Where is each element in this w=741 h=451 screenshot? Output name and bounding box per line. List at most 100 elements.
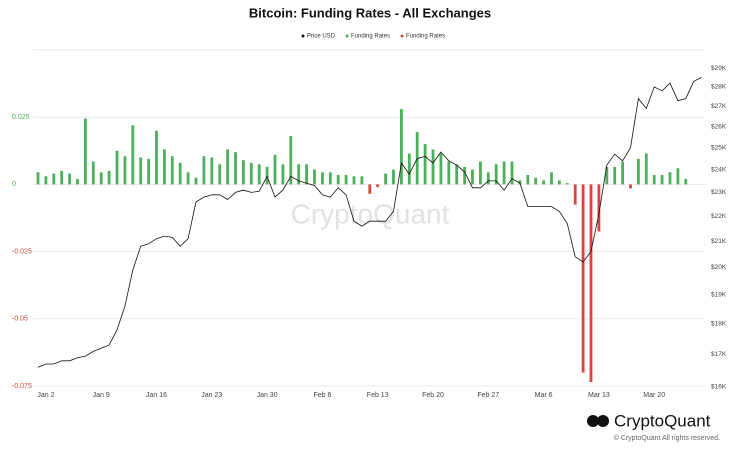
bar xyxy=(131,125,135,185)
bar xyxy=(218,164,222,185)
bar xyxy=(297,164,301,185)
x-tick-label: Mar 6 xyxy=(535,392,553,399)
bar xyxy=(313,169,316,185)
bar xyxy=(305,164,308,185)
bar xyxy=(210,157,214,185)
y2-tick-label: $29K xyxy=(711,65,727,72)
x-tick-label: Feb 13 xyxy=(367,392,389,399)
x-tick-label: Mar 13 xyxy=(588,392,610,399)
bar xyxy=(368,184,372,194)
copyright: © CryptoQuant All rights reserved. xyxy=(614,434,720,442)
bar xyxy=(518,180,522,185)
bar xyxy=(60,170,64,185)
bar xyxy=(447,161,451,185)
x-tick-label: Jan 9 xyxy=(93,392,110,399)
y2-tick-label: $26K xyxy=(711,123,727,130)
bar xyxy=(621,161,624,185)
bar xyxy=(147,158,150,185)
bar xyxy=(202,156,206,185)
bar xyxy=(194,177,198,185)
bar xyxy=(336,174,340,185)
bar xyxy=(644,153,648,185)
bar xyxy=(455,164,459,185)
legend-label: Funding Rates xyxy=(406,34,445,40)
y2-tick-label: $20K xyxy=(711,264,727,271)
bar xyxy=(550,172,553,185)
bar xyxy=(660,174,664,185)
bar xyxy=(344,174,348,185)
bar xyxy=(44,176,48,185)
y-tick-label: -0.075 xyxy=(12,383,32,390)
y2-tick-label: $21K xyxy=(711,238,727,245)
bar xyxy=(321,172,324,185)
bar xyxy=(605,166,609,185)
y-tick-label: -0.025 xyxy=(12,248,32,255)
bar xyxy=(328,172,332,185)
bar xyxy=(486,172,490,185)
bar xyxy=(534,177,538,185)
bar xyxy=(226,149,229,185)
bar xyxy=(376,184,380,188)
bar xyxy=(629,184,632,189)
bar xyxy=(289,136,293,185)
brand-logo xyxy=(587,415,609,427)
y2-tick-label: $23K xyxy=(711,189,727,196)
bar xyxy=(52,173,56,185)
y2-tick-label: $24K xyxy=(711,166,727,173)
legend-swatch xyxy=(345,34,349,38)
bar xyxy=(36,172,40,185)
bar xyxy=(178,162,182,185)
bar xyxy=(123,156,127,185)
x-tick-label: Feb 6 xyxy=(313,392,331,399)
bar xyxy=(163,149,166,185)
bar xyxy=(360,176,364,185)
bar xyxy=(479,161,482,185)
bar xyxy=(384,173,387,185)
chart-title: Bitcoin: Funding Rates - All Exchanges xyxy=(249,5,491,20)
bar xyxy=(76,179,79,185)
watermark: CryptoQuant xyxy=(291,198,450,229)
legend-swatch xyxy=(301,34,305,38)
legend-swatch xyxy=(400,34,404,38)
y-tick-label: 0 xyxy=(12,181,16,188)
bar xyxy=(431,149,435,185)
brand-name: CryptoQuant xyxy=(614,411,711,430)
bar xyxy=(281,164,285,185)
legend-label: Price USD xyxy=(307,34,336,40)
bar xyxy=(676,168,680,185)
bar xyxy=(139,157,143,185)
bar xyxy=(170,156,174,185)
bar xyxy=(107,170,111,185)
x-tick-label: Feb 27 xyxy=(477,392,499,399)
x-tick-label: Feb 20 xyxy=(422,392,444,399)
bar xyxy=(439,153,443,185)
bar xyxy=(573,184,577,205)
bar xyxy=(155,130,158,185)
bar xyxy=(510,161,514,185)
bar xyxy=(542,180,545,185)
bar xyxy=(463,166,466,185)
y2-tick-label: $25K xyxy=(711,144,727,151)
bar xyxy=(99,172,103,185)
bar xyxy=(652,174,656,185)
bar xyxy=(423,144,427,185)
price-line xyxy=(37,77,702,368)
bar xyxy=(597,184,601,232)
y2-tick-label: $18K xyxy=(711,321,727,328)
bar xyxy=(668,172,672,185)
bar xyxy=(565,183,569,185)
y2-tick-label: $28K xyxy=(711,84,727,91)
bar xyxy=(589,184,593,382)
bar xyxy=(637,158,640,185)
y2-tick-label: $17K xyxy=(711,351,727,358)
bar xyxy=(234,152,237,185)
bar xyxy=(392,169,395,185)
bar xyxy=(352,176,356,185)
y2-tick-label: $19K xyxy=(711,292,727,299)
bar xyxy=(115,150,119,185)
bar xyxy=(400,109,403,185)
x-tick-label: Jan 2 xyxy=(37,392,54,399)
y2-tick-label: $27K xyxy=(711,103,727,110)
y2-tick-label: $22K xyxy=(711,213,727,220)
bar xyxy=(526,174,530,185)
